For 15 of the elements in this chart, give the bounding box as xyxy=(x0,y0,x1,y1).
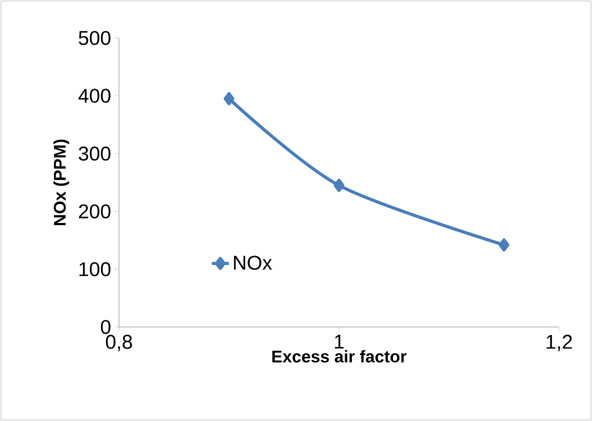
y-tick-label: 200 xyxy=(78,204,110,218)
x-tick-label: 1,2 xyxy=(546,334,572,352)
y-tick-label: 100 xyxy=(80,262,110,276)
y-tick-label: 400 xyxy=(78,88,110,103)
y-axis-title: NOx (PPM) xyxy=(53,140,70,226)
point xyxy=(334,178,344,192)
y-tick-label: 0 xyxy=(100,320,110,334)
x-tick-label: 1 xyxy=(334,334,344,348)
y-tick-label: 500 xyxy=(78,30,110,46)
point xyxy=(224,92,234,106)
x-tick-label: 0,8 xyxy=(106,334,132,352)
point xyxy=(498,238,510,252)
y-tick-label: 300 xyxy=(78,146,110,161)
legend-label: NOx xyxy=(234,256,272,270)
x-axis-title: Excess air factor xyxy=(272,350,406,363)
